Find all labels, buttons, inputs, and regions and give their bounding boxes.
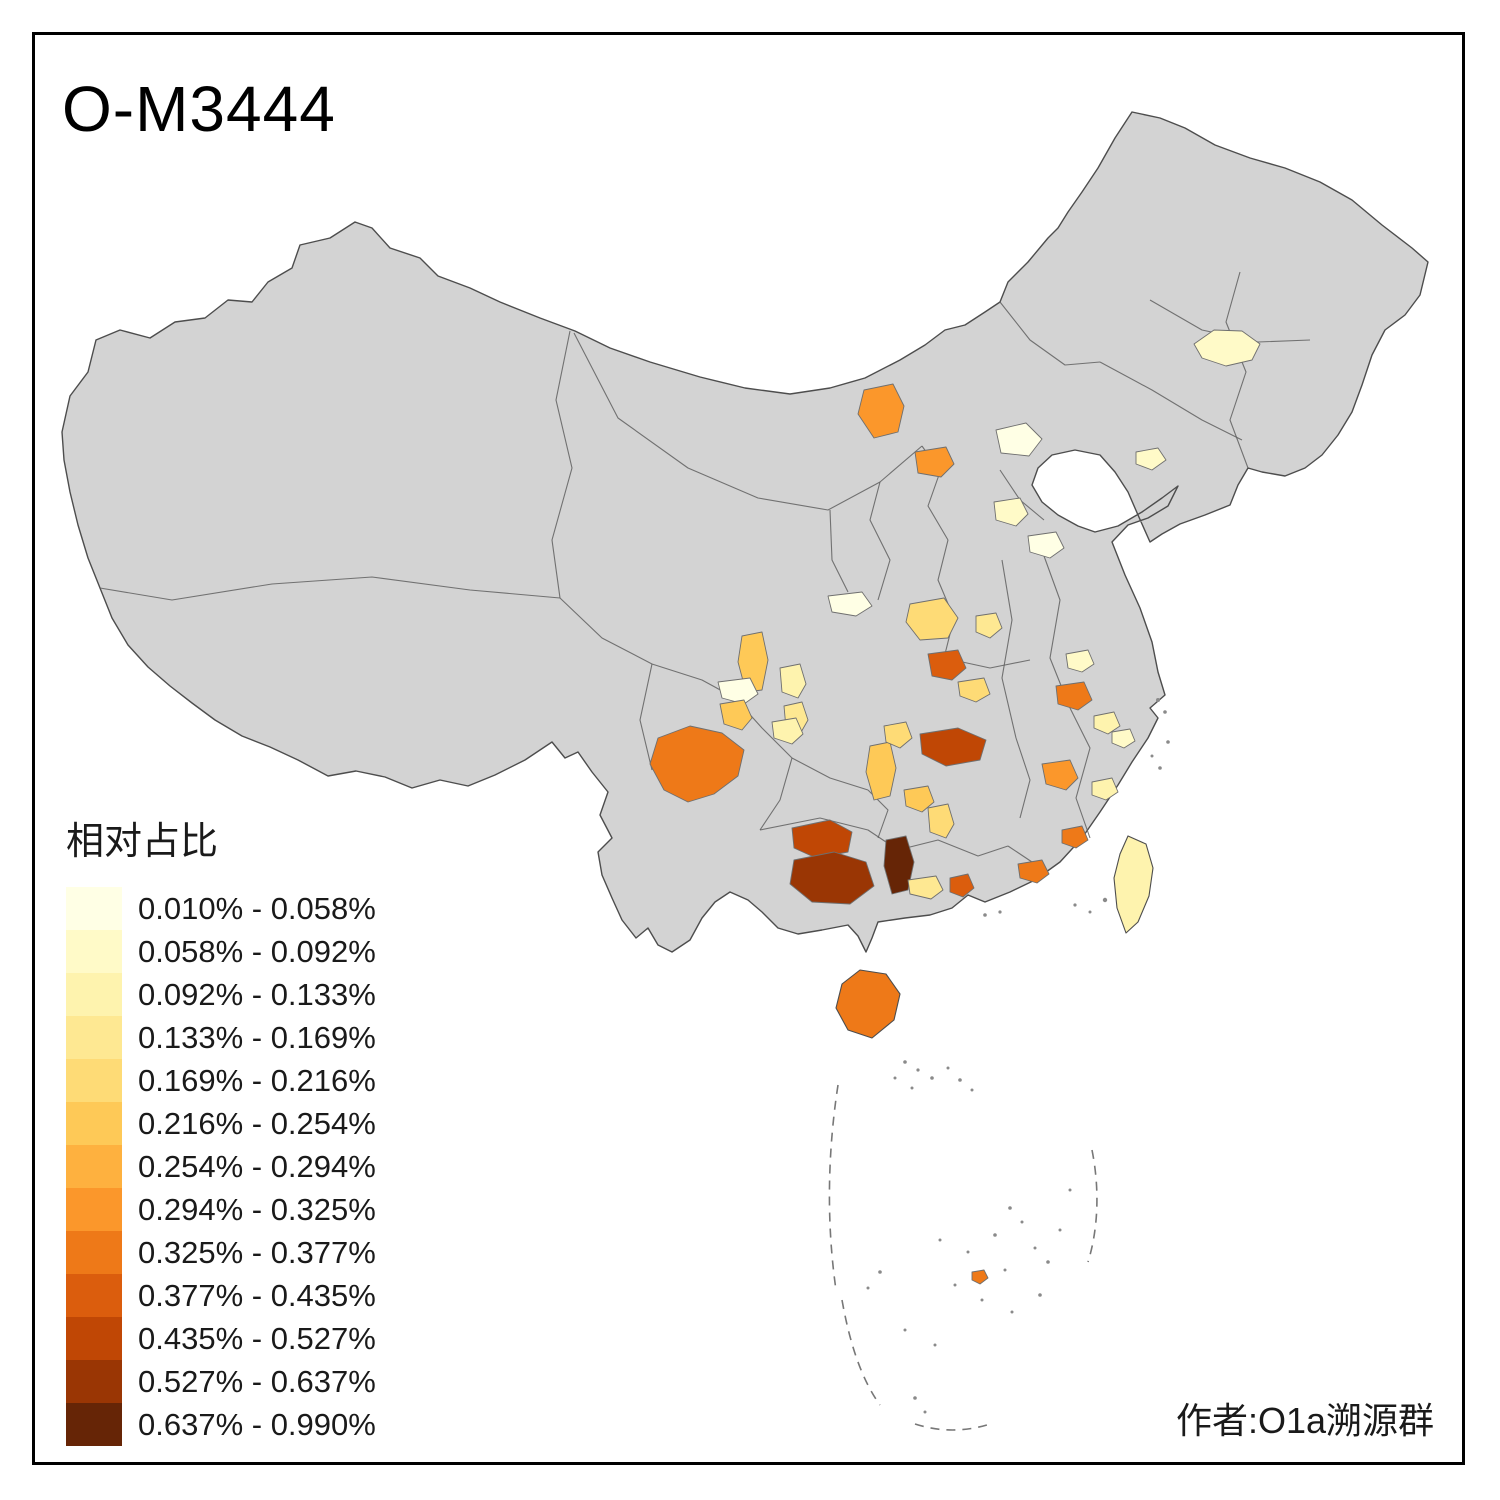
- legend: 相对占比 0.010% - 0.058% 0.058% - 0.092% 0.0…: [66, 810, 376, 1446]
- legend-item: 0.216% - 0.254%: [66, 1102, 376, 1145]
- legend-label: 0.294% - 0.325%: [138, 1191, 376, 1227]
- region-gansu-strip: [737, 631, 769, 693]
- region-hubei-east-patch: [1055, 681, 1093, 711]
- region-hohhot-patch: [914, 446, 955, 478]
- region-guizhou-patch-b: [927, 803, 955, 839]
- region-heilongjiang-patch: [1193, 329, 1261, 367]
- region-henan-south-patch: [957, 677, 991, 703]
- plot-frame: [32, 32, 1465, 1465]
- region-guangxi-north-dark: [791, 819, 853, 859]
- region-sichuan-southwest: [649, 725, 745, 803]
- choropleth-regions: [649, 329, 1261, 1285]
- legend-title: 相对占比: [66, 821, 219, 863]
- region-guangdong-west-dot: [949, 873, 975, 898]
- legend-swatch: [66, 1188, 122, 1231]
- legend-label: 0.637% - 0.990%: [138, 1406, 376, 1442]
- region-taiwan-island: [1113, 835, 1154, 934]
- page-title: O-M3444: [62, 73, 336, 145]
- legend-item: 0.637% - 0.990%: [66, 1403, 376, 1446]
- region-south-sea-islet: [971, 1269, 989, 1285]
- legend-swatch: [66, 973, 122, 1016]
- region-shanxi-south-patch: [975, 612, 1003, 639]
- legend-item: 0.377% - 0.435%: [66, 1274, 376, 1317]
- region-zhejiang-south-patch: [1091, 777, 1119, 801]
- region-guangdong-central: [907, 875, 944, 900]
- small-islands: [866, 698, 1170, 1414]
- region-tianshui-patch: [779, 663, 807, 699]
- legend-swatch: [66, 1274, 122, 1317]
- region-qinghai-east-patch: [717, 677, 759, 705]
- region-sichuan-east-patch: [771, 717, 804, 745]
- legend-swatch: [66, 1231, 122, 1274]
- legend-label: 0.092% - 0.133%: [138, 976, 376, 1012]
- legend-swatch: [66, 1059, 122, 1102]
- region-chengdu-patch: [719, 699, 753, 731]
- legend-item: 0.294% - 0.325%: [66, 1188, 376, 1231]
- legend-swatch: [66, 1145, 122, 1188]
- region-guangdong-east: [1017, 859, 1050, 884]
- legend-label: 0.133% - 0.169%: [138, 1019, 376, 1055]
- region-guangxi-east-darkest: [883, 835, 915, 895]
- region-shaanxi-south-dark: [927, 649, 967, 681]
- legend-label: 0.325% - 0.377%: [138, 1234, 376, 1270]
- region-hebei-south-patch: [1027, 531, 1065, 559]
- region-hunan-west-dark: [919, 727, 987, 767]
- legend-swatch: [66, 887, 122, 930]
- attribution-text: 作者:O1a溯源群: [1175, 1400, 1434, 1441]
- legend-item: 0.325% - 0.377%: [66, 1231, 376, 1274]
- legend-item: 0.254% - 0.294%: [66, 1145, 376, 1188]
- region-inner-mongolia-west: [857, 383, 905, 439]
- legend-swatch: [66, 1102, 122, 1145]
- legend-swatch: [66, 1317, 122, 1360]
- legend-label: 0.169% - 0.216%: [138, 1062, 376, 1098]
- legend-label: 0.058% - 0.092%: [138, 933, 376, 969]
- region-hainan-island: [835, 969, 901, 1039]
- legend-label: 0.216% - 0.254%: [138, 1105, 376, 1141]
- legend-label: 0.377% - 0.435%: [138, 1277, 376, 1313]
- legend-item: 0.058% - 0.092%: [66, 930, 376, 973]
- legend-swatch: [66, 1016, 122, 1059]
- legend-label: 0.527% - 0.637%: [138, 1363, 376, 1399]
- region-fujian-patch: [1061, 825, 1089, 849]
- region-jiangsu-patch-b: [1111, 728, 1136, 749]
- legend-item: 0.010% - 0.058%: [66, 887, 376, 930]
- region-guangxi-central-dark: [789, 851, 875, 905]
- legend-label: 0.254% - 0.294%: [138, 1148, 376, 1184]
- region-jiangsu-patch-a: [1093, 711, 1121, 735]
- legend-item: 0.092% - 0.133%: [66, 973, 376, 1016]
- legend-swatch: [66, 930, 122, 973]
- legend-label: 0.435% - 0.527%: [138, 1320, 376, 1356]
- region-liaodong-coast-patch: [1135, 447, 1167, 471]
- sea-boundary-lines: [828, 1084, 1098, 1431]
- region-jiangxi-patch: [1041, 759, 1079, 791]
- legend-label: 0.010% - 0.058%: [138, 890, 376, 926]
- legend-item: 0.435% - 0.527%: [66, 1317, 376, 1360]
- region-shaanxi-north-patch: [905, 597, 959, 641]
- region-hubei-southwest: [883, 721, 913, 749]
- legend-swatch: [66, 1360, 122, 1403]
- region-beijing-patch: [995, 422, 1043, 457]
- legend-swatch: [66, 1403, 122, 1446]
- legend-item: 0.169% - 0.216%: [66, 1059, 376, 1102]
- region-lanzhou-patch: [827, 591, 873, 617]
- legend-item: 0.133% - 0.169%: [66, 1016, 376, 1059]
- region-shanxi-north-patch: [993, 497, 1029, 527]
- legend-item: 0.527% - 0.637%: [66, 1360, 376, 1403]
- region-anhui-north-patch: [1065, 649, 1095, 673]
- region-guizhou-patch-a: [903, 785, 935, 813]
